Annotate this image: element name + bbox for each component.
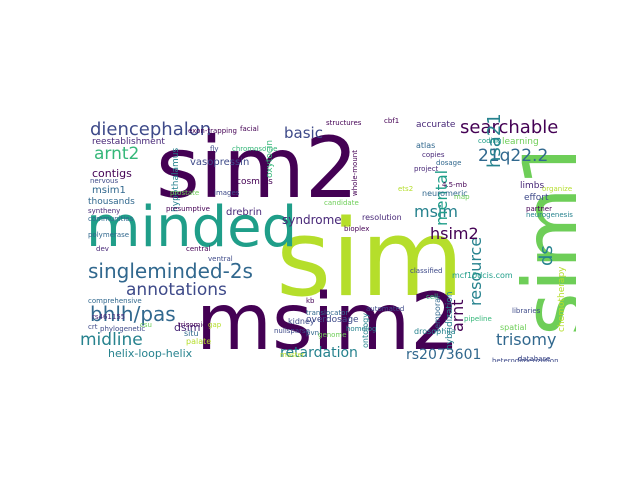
word: classified	[410, 267, 443, 275]
word: syntheny	[88, 207, 121, 215]
word: map	[454, 193, 470, 201]
word: automated	[366, 305, 405, 313]
word: syndrome	[282, 213, 342, 227]
word: midline	[80, 330, 143, 350]
word: dsim	[174, 321, 201, 334]
word: neurogenesis	[526, 211, 573, 219]
word: bioplex	[344, 225, 370, 233]
word: heterodimerization	[492, 357, 559, 363]
word: central	[186, 245, 211, 253]
word: pvn	[306, 329, 320, 337]
word: trisomic	[178, 321, 207, 329]
word-cloud: sim2 sim minded msim2 sim1 singleminded-…	[80, 96, 576, 362]
word: msim2	[196, 278, 460, 362]
word: thousands	[88, 197, 135, 207]
word: temporal	[433, 295, 442, 332]
word: candidate	[324, 199, 359, 207]
word: csu	[140, 321, 152, 329]
word: learning	[502, 137, 539, 147]
word: pipeline	[464, 315, 492, 323]
word: arnt2	[94, 144, 140, 164]
word: effort	[524, 193, 549, 203]
word: fly	[210, 145, 219, 153]
word: 4.5-mb	[442, 181, 467, 189]
word: genome	[318, 331, 347, 339]
word: dev	[96, 245, 109, 253]
word: accurate	[416, 120, 456, 130]
word: presumptive	[166, 205, 210, 213]
word: mcf10dcis.com	[452, 271, 513, 280]
word: diencephalon	[90, 119, 212, 140]
word: msim	[414, 202, 458, 221]
word: resolution	[362, 213, 402, 222]
word: project	[414, 165, 439, 173]
word: contigs	[92, 167, 132, 180]
word: singleminded-2s	[88, 259, 253, 283]
word: overdosage	[306, 315, 359, 325]
word: dosage	[436, 159, 462, 167]
word: chromosome	[232, 145, 278, 153]
word: polymerase	[88, 231, 130, 239]
word: palate	[186, 337, 212, 346]
word: kb	[306, 297, 315, 305]
word: nullsparse	[274, 327, 310, 335]
word: sim	[276, 197, 464, 320]
word: cell	[426, 293, 439, 301]
word: spatial	[500, 323, 527, 332]
word: drosophila	[414, 327, 456, 336]
word: situ	[184, 329, 199, 338]
word: atlas	[416, 141, 436, 150]
word: structures	[326, 119, 362, 127]
word: limbs	[520, 181, 545, 191]
word: master	[280, 351, 305, 359]
word: nervous	[90, 177, 119, 185]
word: copies	[422, 151, 445, 159]
word: whole-mount	[351, 150, 359, 196]
word: rs2073601	[406, 347, 482, 362]
word: phylogenetic	[100, 325, 146, 333]
word: cosmids	[236, 177, 273, 187]
word: ds	[536, 245, 557, 266]
word: partner	[526, 205, 552, 213]
word: communities	[88, 215, 134, 223]
word: searchable	[460, 117, 559, 138]
word: homolog	[346, 325, 377, 333]
word: ets2	[398, 185, 414, 193]
word: sim2	[156, 119, 359, 217]
word: hsim2	[430, 224, 479, 243]
word: database	[518, 355, 551, 363]
word: gap	[208, 321, 222, 329]
word: libraries	[512, 307, 541, 315]
word: crt	[88, 323, 98, 331]
word: rs461155	[92, 313, 126, 321]
word: kidney	[288, 317, 315, 326]
word: images	[214, 189, 240, 197]
word: helix-loop-helix	[108, 347, 193, 360]
word: exon-trapping	[188, 127, 237, 135]
word: chemotherapy	[557, 266, 567, 333]
word: reestablishment	[92, 137, 165, 147]
word: minded	[86, 195, 298, 260]
word: annotations	[126, 280, 227, 300]
word: vasopressin	[190, 157, 250, 168]
word: 21q22.2	[478, 146, 549, 166]
word: bhlh/pas	[90, 302, 176, 326]
word: msim1	[92, 185, 126, 196]
word: retardation	[280, 345, 358, 361]
word: basic	[284, 124, 323, 142]
word: facial	[240, 125, 259, 133]
word: organize	[542, 185, 573, 193]
word: coding	[478, 137, 502, 145]
word: drebrin	[226, 207, 262, 218]
word: cbf1	[384, 117, 400, 125]
word: comprehensive	[88, 297, 142, 305]
word: trisomy	[496, 330, 557, 349]
word: prostate	[170, 189, 200, 197]
word: hypothalamus	[171, 147, 181, 212]
word: ventral	[208, 255, 233, 263]
word: neuromeric	[422, 189, 468, 198]
word: translocator	[306, 309, 349, 317]
word: hybridization	[445, 291, 455, 350]
